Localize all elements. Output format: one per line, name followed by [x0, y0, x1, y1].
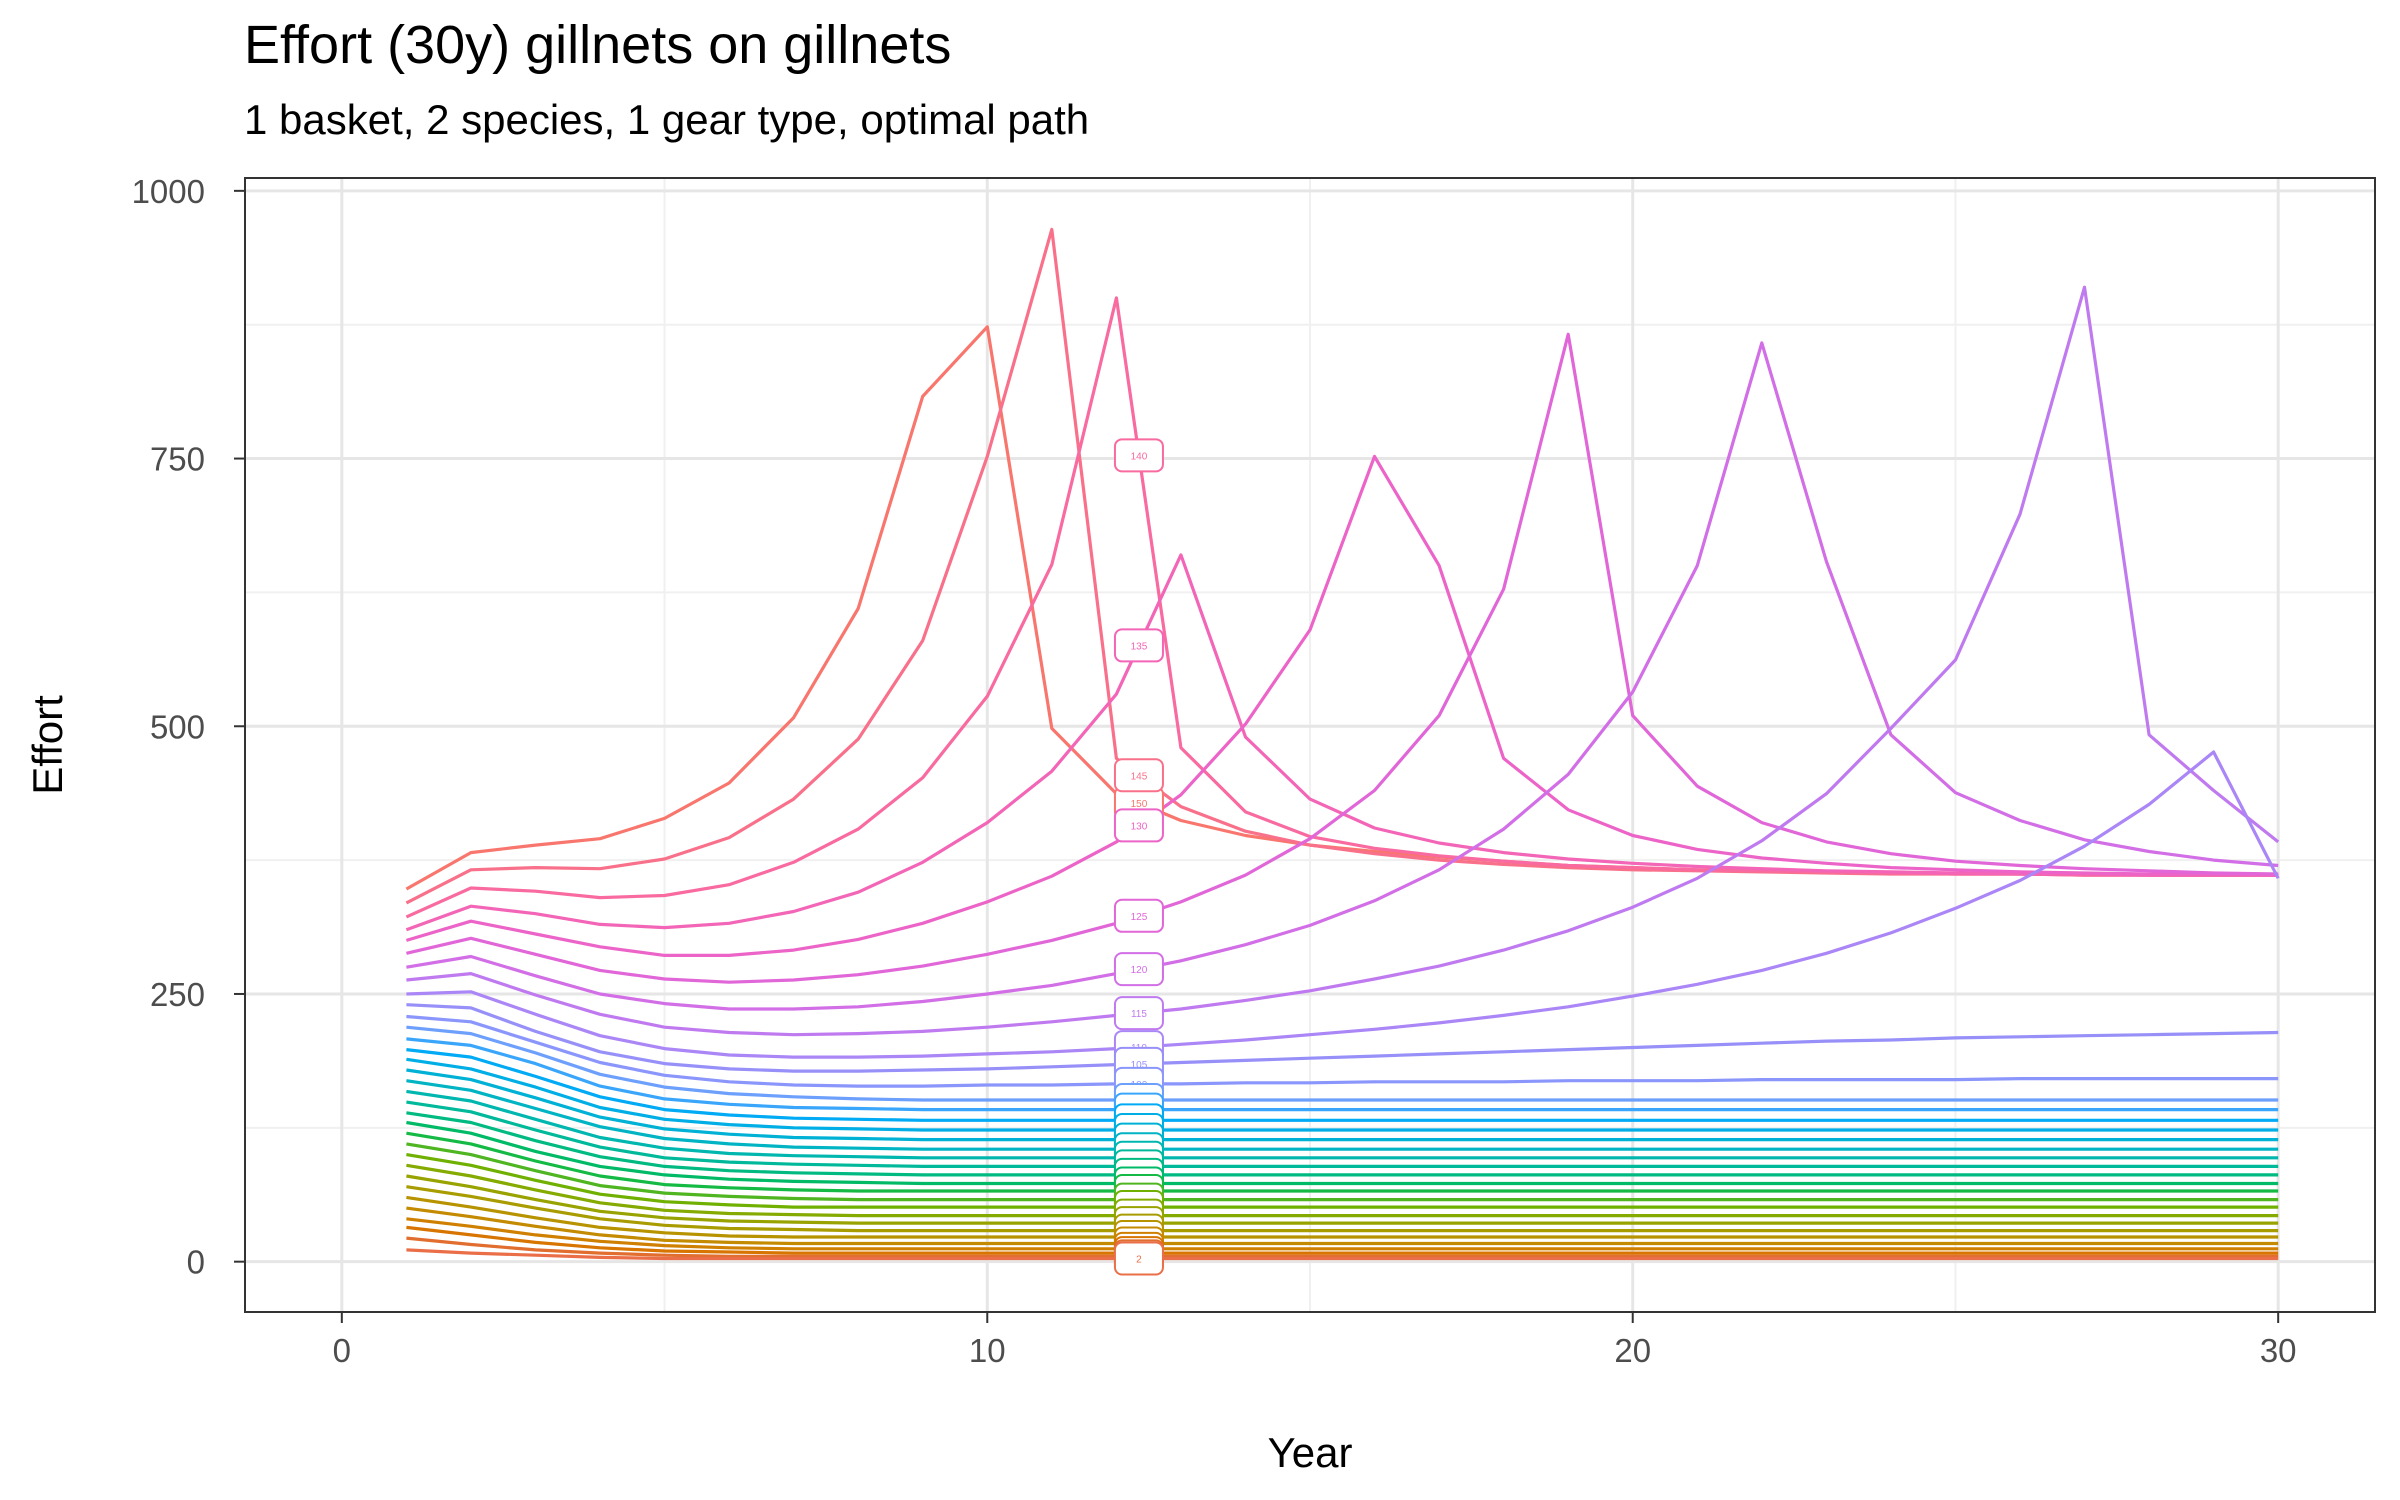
- series-label: 125: [1131, 912, 1148, 923]
- series-label-box: [1113, 758, 1164, 793]
- series-line: [406, 1014, 2279, 1088]
- series-label-box: [1113, 628, 1164, 663]
- series-line: [406, 1195, 2279, 1239]
- series-line: [406, 1131, 2279, 1193]
- series-line: [406, 1217, 2279, 1251]
- series-label: 115: [1131, 1009, 1147, 1020]
- series-line: [406, 1142, 2279, 1202]
- series-label-box: [1113, 438, 1164, 473]
- series-label: 105: [1131, 1060, 1148, 1071]
- series-line: [406, 1163, 2279, 1218]
- series-label: 130: [1131, 821, 1148, 832]
- series-line: [406, 1174, 2279, 1225]
- series-line: [406, 1037, 2279, 1112]
- series-line: [406, 1225, 2279, 1255]
- series-line: [406, 1048, 2279, 1122]
- series-line: [406, 1248, 2279, 1261]
- series-line: [406, 341, 2279, 1011]
- series-label: 135: [1131, 641, 1148, 652]
- x-tick-label: 0: [333, 1332, 351, 1369]
- series-label: 140: [1131, 451, 1148, 462]
- axes: 0 10 20 30 0 250 500 750 1000: [132, 173, 2297, 1369]
- series-line: [406, 1089, 2279, 1160]
- series-line: [405, 325, 2279, 891]
- y-tick-label: 500: [150, 708, 205, 745]
- series-line: [406, 1236, 2279, 1258]
- series-label: 2: [1136, 1254, 1142, 1265]
- plot-frame: [244, 177, 2376, 1313]
- chart-subtitle: 1 basket, 2 species, 1 gear type, optima…: [244, 96, 1090, 143]
- y-tick-label: 0: [187, 1244, 205, 1281]
- series-label: 120: [1131, 965, 1148, 976]
- x-tick-label: 30: [2260, 1332, 2297, 1369]
- series-line: [406, 750, 2280, 1059]
- chart-title: Effort (30y) gillnets on gillnets: [244, 15, 952, 75]
- y-tick-label: 1000: [132, 173, 205, 210]
- series-line: [406, 1003, 2279, 1073]
- series-line: [406, 1068, 2279, 1142]
- series-line: [406, 1206, 2279, 1246]
- y-axis-title: Effort: [24, 695, 71, 795]
- series-line: [406, 332, 2279, 984]
- series-label-box: [1113, 952, 1164, 987]
- series-line: [405, 454, 2279, 958]
- series-line: [406, 1025, 2279, 1102]
- series-line: [406, 1100, 2279, 1169]
- series-labels: 1501451401351301251201151101051009590858…: [1113, 438, 1164, 1276]
- series-label-box: [1113, 808, 1164, 843]
- series-label-box: [1113, 996, 1164, 1031]
- y-tick-label: 250: [150, 976, 205, 1013]
- series-line: [406, 1185, 2279, 1233]
- x-tick-label: 10: [969, 1332, 1006, 1369]
- y-tick-label: 750: [150, 441, 205, 478]
- series-line: [406, 1079, 2279, 1151]
- series-label: 145: [1131, 771, 1148, 782]
- x-tick-label: 20: [1614, 1332, 1651, 1369]
- series-label: 150: [1131, 799, 1148, 810]
- series-line: [406, 1111, 2279, 1177]
- grid-layer: [245, 178, 2375, 1312]
- series-line: [406, 1057, 2279, 1132]
- series-lines: [405, 227, 2280, 1261]
- series-line: [406, 1120, 2279, 1186]
- x-axis-title: Year: [1268, 1429, 1353, 1476]
- series-line: [405, 296, 2279, 919]
- series-line: [405, 553, 2279, 932]
- series-line: [406, 1153, 2279, 1209]
- series-label-box: [1113, 898, 1164, 933]
- series-line: [406, 285, 2280, 1037]
- series-label-box: [1113, 1241, 1164, 1276]
